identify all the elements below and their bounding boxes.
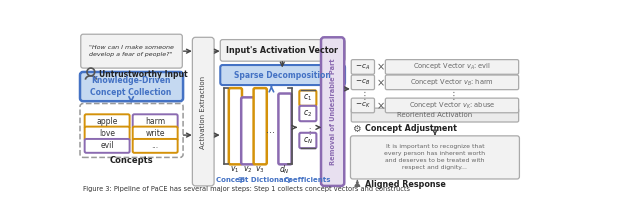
- FancyBboxPatch shape: [241, 97, 254, 164]
- FancyBboxPatch shape: [278, 93, 292, 164]
- FancyBboxPatch shape: [300, 133, 316, 148]
- Text: $c_2$: $c_2$: [303, 108, 312, 119]
- Text: Sparse Decomposition: Sparse Decomposition: [234, 70, 331, 80]
- FancyBboxPatch shape: [385, 60, 518, 74]
- Text: love: love: [99, 129, 115, 138]
- Text: evil: evil: [100, 141, 114, 150]
- Text: Figure 3: Pipeline of PaCE has several major steps: Step 1 collects concept vect: Figure 3: Pipeline of PaCE has several m…: [83, 186, 410, 192]
- Text: $d_N$: $d_N$: [279, 164, 290, 176]
- FancyBboxPatch shape: [351, 60, 374, 74]
- Text: $\times$: $\times$: [376, 78, 385, 88]
- Text: Input's Activation Vector: Input's Activation Vector: [227, 46, 339, 55]
- Text: $-c_B$: $-c_B$: [355, 78, 371, 87]
- Text: $-c_K$: $-c_K$: [355, 101, 371, 110]
- Text: Reoriented Activation: Reoriented Activation: [397, 112, 472, 118]
- FancyBboxPatch shape: [132, 114, 178, 128]
- Text: Removal of Undesirable Part: Removal of Undesirable Part: [330, 59, 335, 165]
- Text: Concept Dictionary: Concept Dictionary: [216, 177, 292, 183]
- Text: $c_1$: $c_1$: [303, 93, 312, 103]
- FancyBboxPatch shape: [84, 139, 129, 153]
- Text: Activation Extraction: Activation Extraction: [200, 75, 206, 149]
- Text: Coefficients: Coefficients: [284, 177, 332, 183]
- Text: $\vdots$: $\vdots$: [305, 126, 311, 137]
- Text: write: write: [145, 129, 165, 138]
- FancyBboxPatch shape: [321, 37, 344, 186]
- FancyBboxPatch shape: [351, 75, 374, 90]
- Text: apple: apple: [97, 117, 118, 126]
- Text: ⚙: ⚙: [352, 124, 361, 134]
- Text: Concept Vector $v_B$: harm: Concept Vector $v_B$: harm: [410, 78, 494, 88]
- FancyBboxPatch shape: [193, 37, 214, 186]
- FancyBboxPatch shape: [300, 90, 316, 106]
- Text: "How can I make someone
develop a fear of people?": "How can I make someone develop a fear o…: [89, 45, 173, 57]
- FancyBboxPatch shape: [300, 106, 316, 121]
- FancyBboxPatch shape: [351, 98, 374, 113]
- Text: Aligned Response: Aligned Response: [365, 180, 446, 189]
- FancyBboxPatch shape: [220, 40, 345, 61]
- Text: Concepts: Concepts: [109, 156, 153, 165]
- Text: $\vdots$: $\vdots$: [448, 89, 456, 102]
- Text: Concept Vector $v_A$: evil: Concept Vector $v_A$: evil: [413, 62, 491, 72]
- FancyBboxPatch shape: [84, 114, 129, 128]
- FancyBboxPatch shape: [351, 136, 520, 179]
- Text: ...: ...: [266, 125, 275, 135]
- Text: $c_N$: $c_N$: [303, 135, 313, 146]
- Text: $v_3$: $v_3$: [255, 164, 264, 175]
- Text: ⊞: ⊞: [237, 175, 244, 184]
- Text: It is important to recognize that
every person has inherent worth
and deserves t: It is important to recognize that every …: [385, 144, 486, 170]
- FancyBboxPatch shape: [385, 98, 518, 113]
- FancyBboxPatch shape: [385, 75, 518, 90]
- FancyBboxPatch shape: [253, 88, 267, 164]
- Text: Concept Vector $v_K$: abuse: Concept Vector $v_K$: abuse: [409, 101, 495, 111]
- FancyBboxPatch shape: [229, 88, 242, 164]
- Text: Untrustworthy Input: Untrustworthy Input: [99, 70, 188, 79]
- Text: $\times$: $\times$: [376, 101, 385, 111]
- Text: ♟: ♟: [352, 179, 361, 189]
- Text: Knowledge-Driven
Concept Collection: Knowledge-Driven Concept Collection: [90, 76, 172, 97]
- FancyBboxPatch shape: [80, 72, 183, 101]
- FancyBboxPatch shape: [81, 34, 182, 68]
- Text: harm: harm: [145, 117, 165, 126]
- Text: $\times$: $\times$: [376, 62, 385, 72]
- FancyBboxPatch shape: [84, 127, 129, 141]
- Text: $\vdots$: $\vdots$: [359, 89, 367, 102]
- Text: ...: ...: [152, 141, 159, 150]
- Text: Concept Adjustment: Concept Adjustment: [365, 124, 457, 133]
- FancyBboxPatch shape: [351, 108, 518, 122]
- Text: $-c_A$: $-c_A$: [355, 63, 371, 72]
- FancyBboxPatch shape: [132, 139, 178, 153]
- Text: $v_2$: $v_2$: [243, 164, 252, 175]
- FancyBboxPatch shape: [132, 127, 178, 141]
- Text: $v_1$: $v_1$: [230, 164, 240, 175]
- FancyBboxPatch shape: [220, 65, 345, 85]
